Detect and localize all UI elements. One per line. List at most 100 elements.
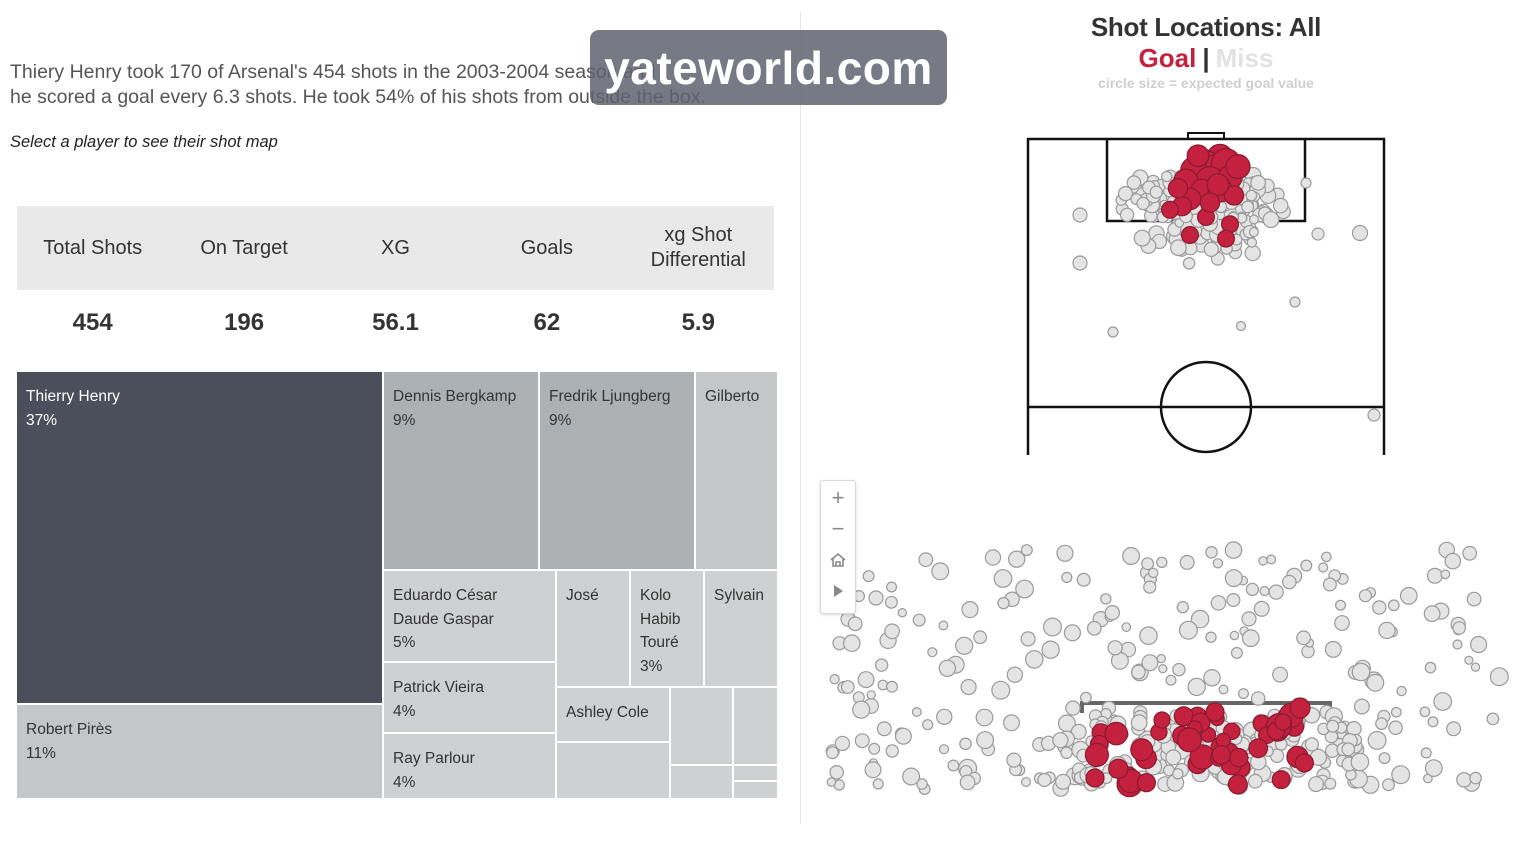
tile-other-6[interactable] — [733, 781, 778, 799]
miss-shot-marker — [938, 620, 949, 631]
miss-shot-marker — [1321, 551, 1332, 563]
miss-shot-marker — [1423, 605, 1441, 623]
miss-shot-marker — [997, 596, 1010, 610]
kpi-label-total-shots: Total Shots — [43, 236, 143, 259]
tile-patrick-vieira[interactable]: Patrick Vieira 4% — [383, 662, 556, 733]
miss-shot-marker — [1318, 562, 1329, 573]
tile-other-2[interactable] — [670, 687, 733, 765]
tile-ashley-cole[interactable]: Ashley Cole — [556, 687, 670, 742]
miss-shot-marker — [922, 719, 934, 731]
miss-shot-marker — [1272, 666, 1289, 683]
goal-shot-marker — [1108, 758, 1129, 780]
miss-shot-marker — [1203, 668, 1221, 687]
miss-shot-marker — [1020, 631, 1036, 647]
goal-shot-marker — [1085, 768, 1105, 788]
tile-label: Gilberto — [705, 388, 760, 405]
miss-shot-marker — [1187, 677, 1206, 697]
miss-shot-marker — [885, 680, 898, 693]
miss-shot-marker — [834, 735, 851, 752]
miss-shot-marker — [1006, 752, 1022, 768]
miss-shot-marker — [1272, 197, 1289, 214]
goal-shot-marker — [1227, 774, 1248, 795]
tile-ray-parlour[interactable]: Ray Parlour 4% — [383, 733, 556, 799]
tile-thierry-henry[interactable]: Thierry Henry 37% — [16, 371, 383, 704]
miss-shot-marker — [955, 636, 974, 655]
miss-shot-marker — [1076, 572, 1091, 587]
miss-shot-marker — [1244, 244, 1261, 262]
tile-other-5[interactable] — [733, 765, 778, 781]
miss-shot-marker — [1250, 174, 1266, 191]
plus-icon[interactable]: + — [831, 484, 845, 510]
miss-shot-marker — [916, 778, 928, 790]
miss-shot-marker — [1258, 556, 1268, 566]
miss-shot-marker — [1235, 320, 1247, 332]
miss-shot-marker — [1259, 585, 1270, 597]
miss-shot-marker — [1391, 765, 1411, 785]
miss-shot-marker — [1307, 776, 1324, 793]
miss-shot-marker — [1289, 296, 1301, 308]
miss-shot-marker — [938, 744, 950, 755]
miss-shot-marker — [1072, 255, 1088, 271]
miss-shot-marker — [973, 630, 987, 645]
miss-shot-marker — [1262, 211, 1280, 229]
goal-shot-marker — [1186, 144, 1210, 168]
miss-shot-marker — [1165, 749, 1182, 766]
miss-shot-marker — [1324, 640, 1342, 658]
tile-pct: 11% — [26, 744, 56, 762]
tile-sylvain[interactable]: Sylvain — [704, 570, 778, 687]
miss-shot-marker — [840, 680, 855, 694]
tile-kolo-habib-toure[interactable]: Kolo Habib Touré 3% — [630, 570, 704, 687]
miss-shot-marker — [1456, 771, 1472, 788]
tile-eduardo-cesar-daude-gaspar[interactable]: Eduardo César Daude Gaspar 5% — [383, 570, 556, 662]
miss-shot-marker — [1248, 214, 1259, 225]
goal-shot-marker — [1225, 154, 1251, 180]
miss-shot-marker — [918, 552, 934, 568]
tile-robert-pires[interactable]: Robert Pirès 11% — [16, 704, 383, 799]
kpi-label-xg: XG — [381, 236, 410, 259]
tile-gilberto[interactable]: Gilberto — [695, 371, 778, 570]
miss-shot-marker — [1117, 186, 1134, 202]
miss-shot-marker — [1378, 752, 1391, 765]
home-icon[interactable] — [821, 545, 855, 574]
tile-other-3[interactable] — [733, 687, 778, 765]
tile-pct: 37% — [26, 411, 58, 429]
miss-shot-marker — [876, 721, 892, 737]
miss-shot-marker — [866, 690, 876, 700]
tile-dennis-bergkamp[interactable]: Dennis Bergkamp 9% — [383, 371, 539, 570]
tile-other-4[interactable] — [670, 765, 733, 799]
miss-shot-marker — [1070, 723, 1087, 740]
miss-shot-marker — [936, 708, 953, 726]
tile-pct: 4% — [393, 773, 416, 791]
miss-shot-marker — [1141, 557, 1155, 571]
legend-goal[interactable]: Goal — [1138, 43, 1197, 73]
miss-shot-marker — [1054, 773, 1071, 790]
miss-shot-marker — [1245, 189, 1258, 202]
miss-shot-marker — [1311, 227, 1325, 241]
map-zoom-controls: + − — [820, 480, 856, 614]
tile-jose[interactable]: José — [556, 570, 630, 687]
legend-miss[interactable]: Miss — [1215, 43, 1274, 73]
miss-shot-marker — [825, 746, 839, 760]
miss-shot-marker — [868, 742, 881, 755]
miss-shot-marker — [912, 613, 926, 627]
miss-shot-marker — [931, 562, 950, 581]
miss-shot-marker — [1241, 611, 1257, 627]
shot-map-title: Shot Locations: All — [1090, 12, 1322, 42]
miss-shot-marker — [897, 608, 908, 618]
tile-pct: 9% — [549, 411, 572, 429]
play-icon[interactable] — [821, 576, 855, 605]
miss-shot-marker — [1139, 626, 1158, 645]
tile-fredrik-ljungberg[interactable]: Fredrik Ljungberg 9% — [539, 371, 695, 570]
miss-shot-marker — [1433, 692, 1453, 711]
miss-shot-marker — [894, 727, 912, 745]
miss-shot-marker — [1015, 579, 1034, 599]
miss-shot-marker — [1041, 640, 1060, 659]
miss-shot-marker — [1452, 621, 1466, 635]
miss-shot-marker — [1020, 776, 1031, 787]
tile-other-1[interactable] — [556, 742, 670, 799]
miss-shot-marker — [1367, 408, 1381, 422]
miss-shot-marker — [1462, 545, 1478, 561]
miss-shot-marker — [961, 600, 979, 619]
minus-icon[interactable]: − — [831, 515, 845, 541]
miss-shot-marker — [1130, 714, 1148, 732]
